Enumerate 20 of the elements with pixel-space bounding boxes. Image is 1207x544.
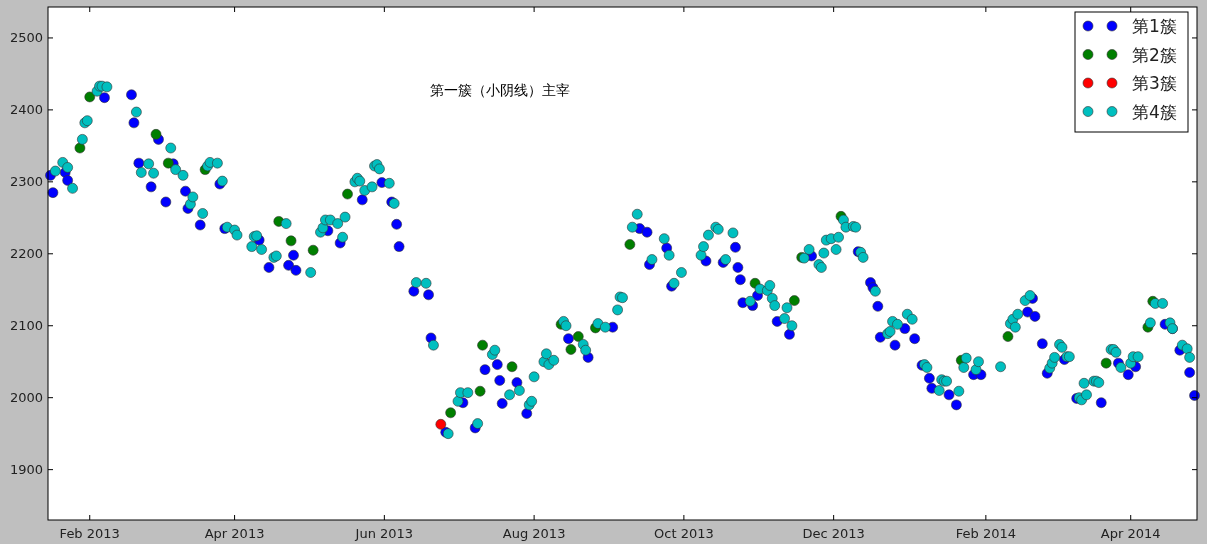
legend-label: 第4簇 (1132, 101, 1177, 122)
legend-label: 第1簇 (1132, 16, 1177, 36)
x-tick-label: Feb 2013 (59, 526, 120, 541)
x-tick-label: Dec 2013 (802, 526, 865, 541)
y-tick-label: 1900 (9, 462, 43, 478)
legend-label: 第3簇 (1132, 73, 1177, 93)
y-tick-label: 2500 (9, 30, 43, 46)
x-tick-label: Apr 2014 (1100, 526, 1161, 541)
annotation: 第一簇（小阴线）主宰 (430, 82, 570, 98)
x-tick-label: Aug 2013 (502, 526, 566, 541)
y-tick-label: 2200 (9, 246, 43, 262)
y-tick-label: 2100 (9, 318, 43, 334)
x-tick-label: Apr 2013 (204, 526, 265, 541)
x-tick-label: Jun 2013 (354, 526, 414, 541)
y-tick-label: 2400 (9, 102, 43, 118)
legend-label: 第2簇 (1132, 44, 1177, 65)
x-tick-label: Feb 2014 (955, 526, 1016, 541)
y-tick-label: 2000 (9, 390, 43, 406)
x-tick-label: Oct 2013 (654, 526, 714, 541)
y-tick-label: 2300 (9, 174, 43, 190)
